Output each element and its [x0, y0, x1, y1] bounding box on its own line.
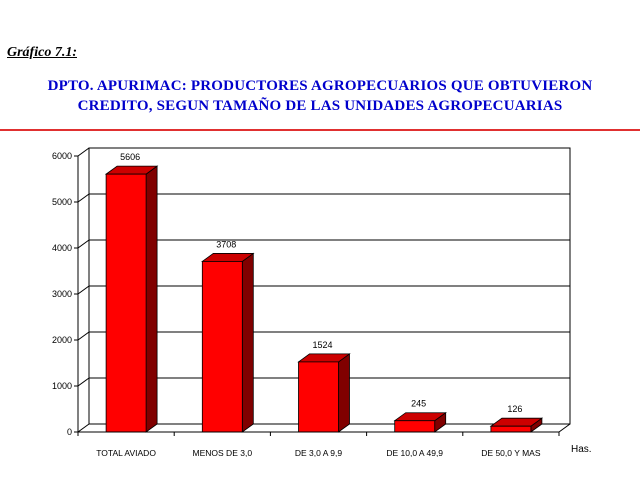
x-axis-side — [558, 423, 571, 433]
x-tick-label: DE 10,0 A 49,9 — [386, 448, 443, 458]
chart-title-line-2: CREDITO, SEGUN TAMAÑO DE LAS UNIDADES AG… — [77, 98, 563, 114]
labels: 0 1000 2000 3000 4000 5000 6000 5606 TOTAL AVIAD… — [52, 151, 592, 458]
data-label: 126 — [507, 404, 522, 414]
bar — [298, 361, 339, 433]
grid-line-side — [77, 377, 90, 387]
bar-chart: 0 1000 2000 3000 4000 5000 6000 5606 TOTAL AVIAD… — [52, 147, 592, 458]
y-tick-label: 0 — [67, 427, 72, 437]
data-label: 1524 — [312, 340, 332, 350]
bar — [394, 420, 436, 433]
grid-line-side — [77, 193, 90, 203]
title-divider — [0, 129, 640, 131]
x-tick-label: DE 3,0 A 9,9 — [295, 448, 343, 458]
x-tick-label: DE 50,0 Y MAS — [481, 448, 541, 458]
x-axis-label: Has. — [571, 444, 592, 455]
figure-label: Gráfico 7.1: — [7, 45, 77, 60]
bar — [201, 261, 243, 433]
y-tick-label: 5000 — [52, 197, 72, 207]
data-label: 3708 — [216, 239, 236, 249]
bar-side — [338, 353, 350, 433]
bar — [490, 425, 532, 433]
y-tick-label: 3000 — [52, 289, 72, 299]
y-tick-label: 1000 — [52, 381, 72, 391]
bars — [104, 165, 544, 433]
grid-line-side — [77, 285, 90, 295]
data-label: 245 — [411, 399, 426, 409]
bar-side — [241, 252, 254, 433]
axes — [74, 155, 571, 436]
y-tick-label: 4000 — [52, 243, 72, 253]
data-label: 5606 — [120, 152, 140, 162]
x-tick-label: MENOS DE 3,0 — [193, 448, 253, 458]
x-tick-label: TOTAL AVIADO — [96, 448, 156, 458]
grid-line-side — [77, 147, 90, 157]
y-tick-label: 6000 — [52, 151, 72, 161]
bar — [105, 173, 147, 433]
y-tick-label: 2000 — [52, 335, 72, 345]
grid-line-side — [77, 331, 90, 341]
grid-line-side — [77, 239, 90, 249]
bar-side — [145, 165, 158, 433]
chart-title-line-1: DPTO. APURIMAC: PRODUCTORES AGROPECUARIO… — [47, 78, 593, 94]
grid-line-side — [77, 423, 90, 433]
